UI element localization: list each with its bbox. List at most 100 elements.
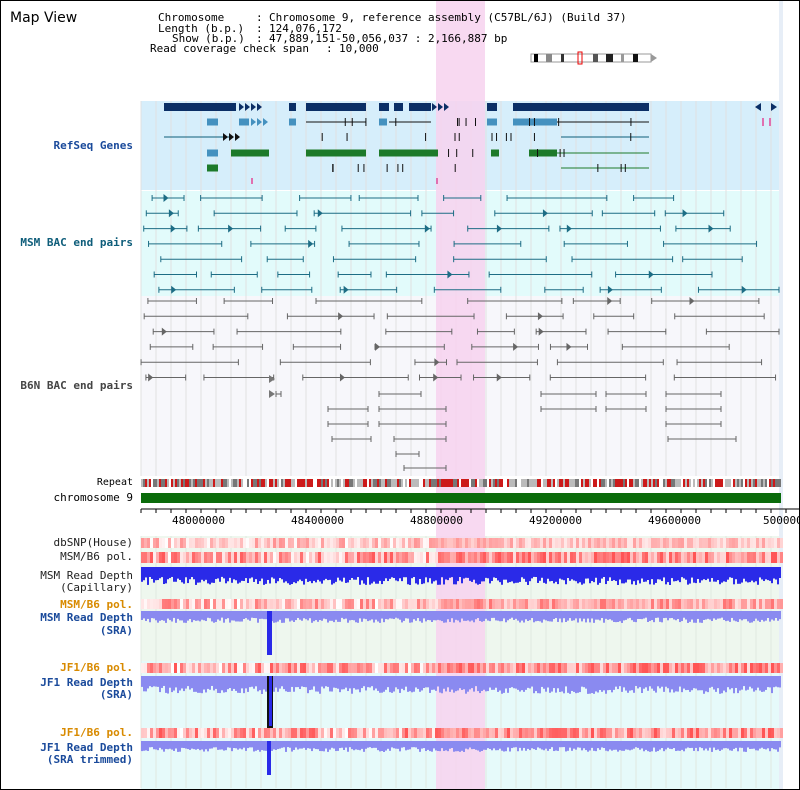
depth-bar — [409, 611, 411, 623]
depth-bar — [401, 741, 403, 748]
depth-bar — [517, 611, 519, 621]
heatmap-cell — [627, 663, 630, 673]
bac-arrow — [228, 224, 234, 233]
heatmap-cell — [672, 538, 675, 548]
heatmap-cell — [405, 552, 408, 563]
heatmap-cell — [222, 552, 225, 563]
heatmap-cell — [753, 538, 756, 548]
heatmap-cell — [552, 538, 555, 548]
depth-bar — [141, 567, 143, 582]
heatmap-cell — [567, 728, 570, 738]
track-label-msm-b6-pol-1[interactable]: MSM/B6 pol. — [60, 550, 133, 563]
heatmap-cell — [777, 728, 780, 738]
heatmap-cell — [648, 728, 651, 738]
depth-bar — [291, 611, 293, 621]
heatmap-cell — [279, 538, 282, 548]
track-label-repeat[interactable]: Repeat — [96, 477, 133, 488]
depth-bar — [361, 741, 363, 749]
repeat-segment — [325, 479, 327, 487]
track-label-dbsnp[interactable]: dbSNP(House) — [53, 536, 133, 549]
track-label-jf1-depth-trim[interactable]: JF1 Read Depth — [40, 741, 133, 754]
heatmap-cell — [537, 538, 540, 548]
heatmap-cell — [474, 552, 477, 563]
depth-bar — [501, 611, 503, 622]
track-label-refseq[interactable]: RefSeq Genes — [53, 139, 133, 152]
depth-bar — [183, 567, 185, 584]
depth-bar — [649, 676, 651, 687]
heatmap-cell — [633, 663, 636, 673]
depth-bar — [467, 741, 469, 750]
depth-bar — [779, 741, 781, 748]
depth-bar — [203, 567, 205, 582]
depth-bar — [179, 611, 181, 621]
repeat-segment — [779, 479, 781, 487]
heatmap-cell — [327, 599, 330, 609]
depth-bar — [407, 676, 409, 692]
depth-bar — [695, 567, 697, 584]
heatmap-cell — [510, 538, 513, 548]
track-label-b6n-bac[interactable]: B6N BAC end pairs — [20, 379, 133, 392]
heatmap-cell — [507, 728, 510, 738]
track-label-jf1-depth-sra[interactable]: JF1 Read Depth — [40, 676, 133, 689]
depth-bar — [701, 611, 703, 623]
repeat-segment — [635, 479, 637, 487]
heatmap-cell — [771, 728, 774, 738]
track-label-msm-depth-sra[interactable]: MSM Read Depth — [40, 611, 133, 624]
track-label-jf1-b6-pol-1[interactable]: JF1/B6 pol. — [60, 661, 133, 674]
depth-bar — [641, 567, 643, 579]
heatmap-cell — [651, 599, 654, 609]
bac-arrow — [566, 342, 572, 351]
depth-bar — [635, 567, 637, 585]
repeat-segment — [283, 479, 285, 487]
heatmap-cell — [156, 599, 159, 609]
track-label-jf1-b6-pol-2[interactable]: JF1/B6 pol. — [60, 726, 133, 739]
bac-arrow — [708, 224, 714, 233]
track-label-msm-bac[interactable]: MSM BAC end pairs — [20, 236, 133, 249]
depth-bar — [289, 567, 291, 585]
depth-bar — [735, 741, 737, 748]
depth-bar — [329, 676, 331, 692]
heatmap-cell — [672, 552, 675, 563]
depth-bar — [515, 676, 517, 689]
repeat-segment — [607, 479, 609, 487]
heatmap-cell — [453, 552, 456, 563]
repeat-segment — [453, 479, 455, 487]
heatmap-cell — [528, 599, 531, 609]
depth-bar — [559, 611, 561, 619]
bac-arrow — [338, 312, 344, 321]
track-label-msm-depth-cap[interactable]: MSM Read Depth — [40, 569, 133, 582]
depth-bar — [285, 676, 287, 692]
heatmap-cell — [474, 599, 477, 609]
heatmap-cell — [738, 538, 741, 548]
depth-bar — [569, 611, 571, 619]
bac-arrow — [741, 285, 747, 294]
depth-bar — [163, 676, 165, 686]
heatmap-cell — [549, 538, 552, 548]
heatmap-cell — [657, 538, 660, 548]
heatmap-cell — [288, 663, 291, 673]
depth-bar — [379, 611, 381, 623]
heatmap-cell — [474, 728, 477, 738]
repeat-segment — [179, 479, 181, 487]
heatmap-cell — [594, 538, 597, 548]
heatmap-cell — [450, 663, 453, 673]
depth-bar — [275, 741, 277, 750]
depth-bar — [367, 611, 369, 622]
repeat-segment — [617, 479, 619, 487]
repeat-segment — [457, 479, 459, 487]
repeat-segment — [217, 479, 219, 487]
depth-bar — [369, 676, 371, 688]
heatmap-cell — [447, 538, 450, 548]
heatmap-cell — [756, 599, 759, 609]
repeat-segment — [677, 479, 679, 487]
track-label-msm-b6-pol-2[interactable]: MSM/B6 pol. — [60, 598, 133, 611]
depth-bar — [729, 611, 731, 622]
heatmap-cell — [639, 728, 642, 738]
heatmap-cell — [261, 599, 264, 609]
depth-bar — [695, 676, 697, 689]
heatmap-cell — [228, 552, 231, 563]
depth-bar — [365, 611, 367, 620]
depth-bar — [575, 676, 577, 694]
depth-bar — [685, 741, 687, 749]
